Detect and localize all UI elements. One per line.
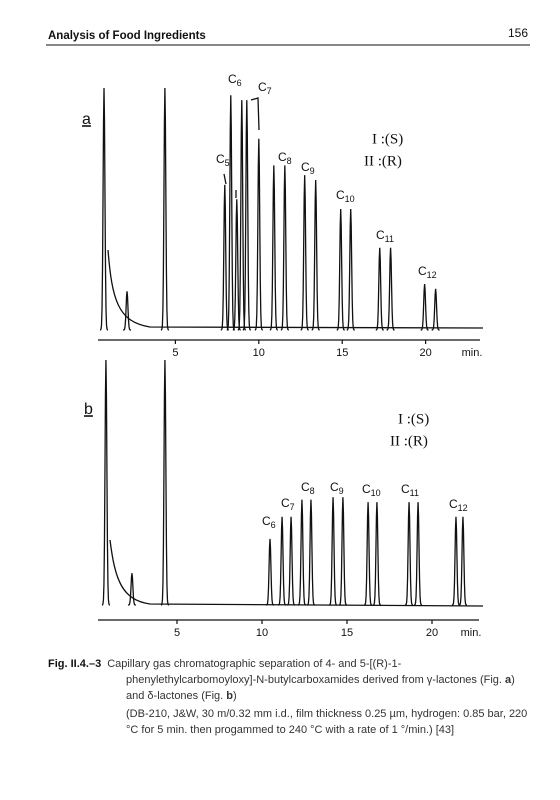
- legend-entry: I :(S): [372, 131, 403, 147]
- x-tick-label: 20: [426, 627, 438, 639]
- legend-entry: I :(S): [398, 411, 429, 427]
- page-number: 156: [508, 26, 528, 40]
- peak-label: C6: [262, 514, 276, 530]
- peak-label: C12: [449, 497, 468, 513]
- peak: [420, 283, 429, 331]
- legend-entry: II :(R): [390, 433, 428, 449]
- caption-text: Fig. II.4.–3 Capillary gas chromatographi…: [48, 656, 528, 704]
- peak-label: C8: [278, 150, 292, 166]
- caption-part: a: [505, 674, 512, 686]
- caption-part: ): [233, 690, 237, 702]
- peak: [458, 516, 468, 606]
- peak: [346, 208, 355, 331]
- peak: [404, 502, 414, 606]
- caption-part: Capillary gas chromatographic separation…: [107, 658, 506, 686]
- panel-label: b: [84, 401, 93, 418]
- peak: [123, 291, 132, 331]
- x-tick-label: 5: [174, 627, 180, 639]
- peak: [375, 247, 384, 331]
- x-tick-label: 15: [341, 627, 353, 639]
- x-tick-label: 10: [253, 347, 265, 359]
- peak: [101, 359, 111, 606]
- peak: [306, 499, 316, 606]
- peak: [336, 208, 345, 331]
- x-tick-label: 15: [336, 347, 348, 359]
- peak: [414, 502, 423, 606]
- x-unit: min.: [461, 627, 482, 639]
- peak-label: C10: [362, 482, 381, 498]
- peak: [451, 516, 461, 606]
- peak-label: C9: [301, 160, 315, 176]
- peak: [364, 502, 373, 606]
- peak: [386, 247, 395, 331]
- peak-label: C9: [330, 480, 344, 496]
- peak: [269, 165, 278, 331]
- peak-label: C7: [281, 496, 295, 512]
- peak: [431, 288, 440, 331]
- caption-part: ) and δ-lactones (Fig.: [126, 674, 515, 702]
- peak: [328, 497, 338, 606]
- peak-label: C8: [301, 480, 315, 496]
- x-tick-label: 20: [419, 347, 431, 359]
- caption-label: Fig. II.4.–3: [48, 658, 102, 670]
- peak: [242, 100, 251, 331]
- legend-entry: II :(R): [364, 153, 402, 169]
- arrows: [223, 97, 260, 198]
- peak-label: C11: [376, 228, 394, 244]
- peak: [220, 184, 229, 331]
- peak: [160, 87, 170, 331]
- x-tick-label: 10: [256, 627, 268, 639]
- peak: [297, 499, 307, 606]
- caption-part: b: [226, 690, 234, 702]
- peak: [311, 179, 320, 331]
- caption: Fig. II.4.–3 Capillary gas chromatographi…: [48, 656, 528, 740]
- x-unit: min.: [462, 347, 483, 359]
- peak: [254, 138, 263, 331]
- peak-label: C5: [216, 152, 230, 168]
- peak: [160, 359, 170, 606]
- peak: [280, 165, 289, 331]
- peak: [127, 573, 136, 606]
- panel-label: a: [82, 111, 91, 128]
- peak: [287, 516, 296, 606]
- peak-label: C7: [258, 80, 272, 96]
- peak: [372, 502, 381, 606]
- peak: [338, 497, 347, 606]
- peak-label: C12: [418, 264, 437, 280]
- figure: Analysis of Food Ingredients 156 a I :(S…: [46, 26, 530, 639]
- header-title: Analysis of Food Ingredients: [48, 30, 206, 42]
- peak-label: C10: [336, 188, 355, 204]
- caption-note: (DB-210, J&W, 30 m/0.32 mm i.d., film th…: [126, 708, 528, 736]
- baseline: [109, 539, 484, 607]
- peak-label: C11: [401, 482, 419, 498]
- peak: [300, 175, 309, 331]
- baseline: [107, 249, 484, 329]
- peak: [277, 516, 287, 606]
- peak: [99, 87, 109, 331]
- peak: [226, 95, 235, 331]
- x-tick-label: 5: [172, 347, 178, 359]
- peak-label: C6: [228, 72, 242, 88]
- peak: [265, 538, 275, 606]
